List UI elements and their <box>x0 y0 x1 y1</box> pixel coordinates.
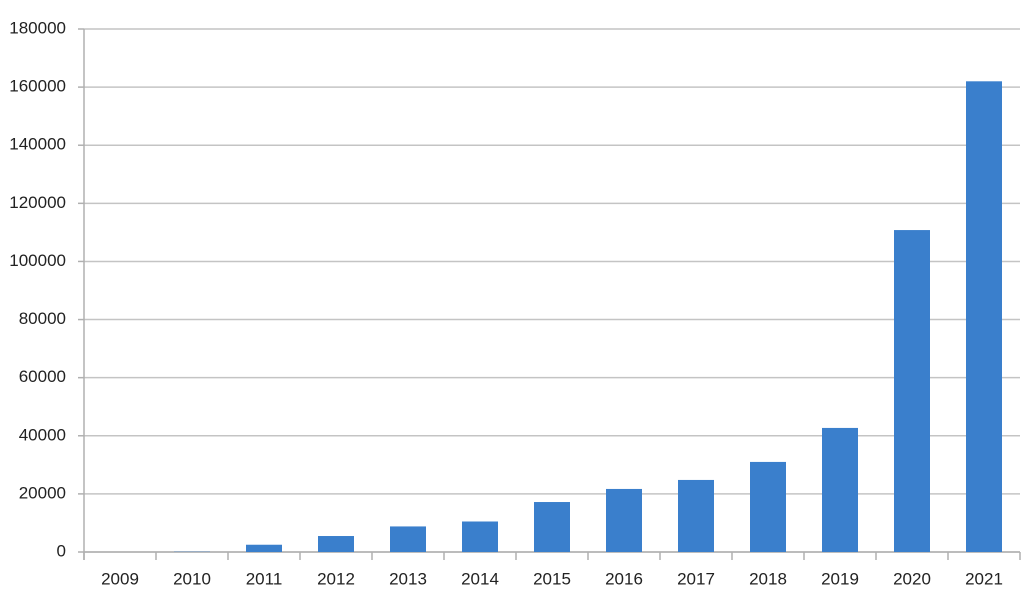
x-tick-label: 2011 <box>246 569 283 588</box>
x-tick-label: 2010 <box>173 569 211 588</box>
bar <box>390 526 426 552</box>
x-tick-label: 2013 <box>389 569 427 588</box>
y-tick-label: 60000 <box>19 367 66 386</box>
y-tick-label: 180000 <box>9 18 66 37</box>
x-tick-label: 2020 <box>893 569 931 588</box>
x-tick-label: 2012 <box>317 569 355 588</box>
bar <box>894 230 930 552</box>
bar <box>678 479 714 552</box>
x-tick-label: 2015 <box>533 569 571 588</box>
y-tick-label: 120000 <box>9 193 66 212</box>
x-tick-label: 2009 <box>101 569 139 588</box>
x-tick-label: 2016 <box>605 569 643 588</box>
bar <box>966 81 1002 553</box>
x-tick-label: 2017 <box>677 569 715 588</box>
x-tick-label: 2014 <box>461 569 499 588</box>
y-tick-label: 80000 <box>19 309 66 328</box>
bar <box>822 427 858 552</box>
x-tick-label: 2021 <box>965 569 1003 588</box>
x-tick-label: 2018 <box>749 569 787 588</box>
bar <box>246 544 282 552</box>
bar <box>318 536 354 552</box>
y-tick-label: 100000 <box>9 251 66 270</box>
y-tick-label: 160000 <box>9 77 66 96</box>
bar <box>750 461 786 552</box>
y-tick-label: 20000 <box>19 483 66 502</box>
bar <box>534 502 570 552</box>
y-tick-label: 0 <box>57 541 66 560</box>
bar <box>606 488 642 552</box>
y-tick-label: 40000 <box>19 425 66 444</box>
y-tick-label: 140000 <box>9 135 66 154</box>
bar <box>462 521 498 552</box>
x-tick-label: 2019 <box>821 569 859 588</box>
